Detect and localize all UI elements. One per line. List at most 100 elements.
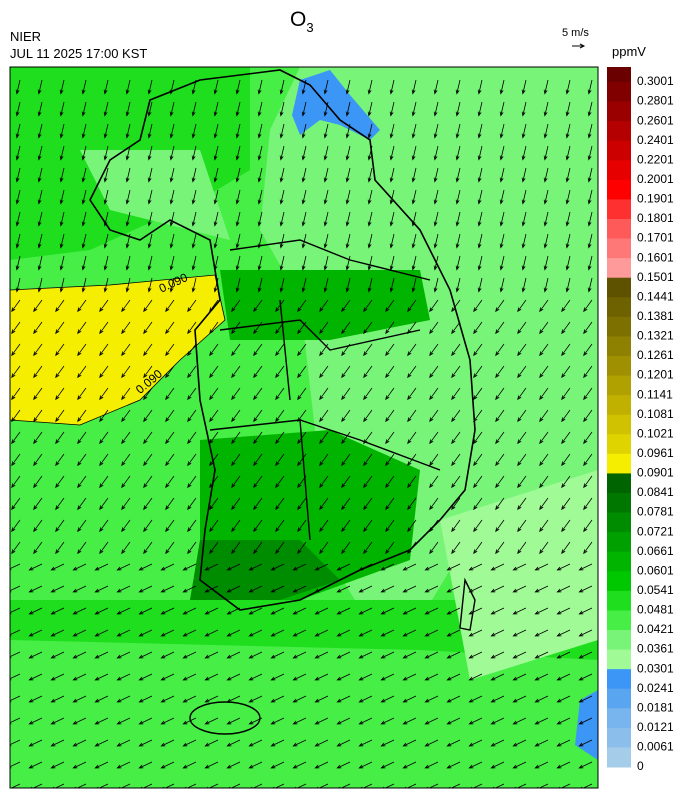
wind-arrow (15, 145, 21, 161)
datetime: JUL 11 2025 17:00 KST (10, 46, 147, 61)
wind-arrow (323, 123, 329, 139)
wind-arrow (15, 79, 21, 95)
wind-arrow (345, 145, 351, 161)
colorbar-label: 0.0061 (637, 740, 674, 754)
wind-arrow (539, 343, 549, 357)
wind-arrow (226, 695, 241, 703)
wind-arrow (534, 761, 549, 769)
wind-arrow (270, 607, 285, 615)
wind-arrow (358, 629, 373, 637)
wind-arrow (424, 563, 439, 571)
wind-arrow (407, 299, 417, 313)
wind-arrow (125, 211, 131, 227)
wind-arrow (534, 629, 549, 637)
wind-arrow (477, 101, 483, 117)
wind-arrow (389, 145, 395, 161)
wind-arrow (99, 365, 109, 379)
wind-arrow (517, 343, 527, 357)
wind-arrow (28, 607, 43, 615)
wind-arrow (50, 761, 65, 769)
wind-arrow (165, 321, 175, 335)
wind-arrow (33, 321, 43, 335)
wind-arrow (358, 695, 373, 703)
wind-arrow (99, 431, 109, 445)
wind-arrow (429, 541, 439, 555)
wind-arrow (495, 541, 505, 555)
wind-arrow (451, 519, 461, 533)
wind-arrow (345, 123, 351, 139)
wind-arrow (587, 101, 593, 117)
wind-arrow (121, 541, 131, 555)
wind-arrow (15, 101, 21, 117)
wind-arrow (15, 211, 21, 227)
wind-arrow (121, 497, 131, 511)
wind-arrow (341, 453, 351, 467)
wind-arrow (389, 123, 395, 139)
wind-arrow (182, 563, 197, 571)
wind-arrow (407, 343, 417, 357)
wind-arrow (292, 739, 307, 747)
wind-arrow (451, 475, 461, 489)
wind-arrow (209, 387, 219, 401)
wind-arrow (231, 453, 241, 467)
wind-arrow (385, 497, 395, 511)
wind-arrow (411, 233, 417, 249)
wind-arrow (543, 79, 549, 95)
wind-arrow (191, 123, 197, 139)
wind-arrow (253, 453, 263, 467)
wind-arrow (319, 299, 329, 313)
wind-arrow (319, 519, 329, 533)
wind-arrow (160, 607, 175, 615)
wind-arrow (297, 541, 307, 555)
wind-arrow (477, 79, 483, 95)
wind-arrow (125, 167, 131, 183)
wind-arrow (213, 277, 219, 293)
colorbar-label: 0.1201 (637, 368, 674, 382)
colorbar-swatch (607, 160, 631, 181)
wind-arrow (534, 607, 549, 615)
colorbar-swatch (607, 708, 631, 729)
wind-arrow (275, 497, 285, 511)
wind-arrow (473, 431, 483, 445)
wind-arrow (226, 629, 241, 637)
wind-arrow (468, 629, 483, 637)
wind-arrow (187, 497, 197, 511)
wind-arrow (50, 739, 65, 747)
wind-arrow (385, 475, 395, 489)
wind-arrow (521, 189, 527, 205)
wind-arrow (539, 409, 549, 423)
wind-arrow (336, 695, 351, 703)
wind-arrow (556, 695, 571, 703)
colorbar-swatch (607, 238, 631, 259)
wind-arrow (385, 343, 395, 357)
wind-arrow (323, 79, 329, 95)
wind-arrow (59, 255, 65, 271)
wind-arrow (429, 475, 439, 489)
colorbar-swatch (607, 336, 631, 357)
wind-arrow (424, 673, 439, 681)
wind-arrow (336, 629, 351, 637)
wind-arrow (33, 453, 43, 467)
wind-arrow (517, 409, 527, 423)
wind-arrow (495, 519, 505, 533)
wind-arrow (367, 167, 373, 183)
wind-arrow (191, 277, 197, 293)
wind-arrow (270, 717, 285, 725)
wind-arrow (319, 453, 329, 467)
wind-arrow (37, 145, 43, 161)
wind-arrow (319, 343, 329, 357)
wind-arrow (490, 651, 505, 659)
wind-arrow (50, 695, 65, 703)
wind-arrow (191, 189, 197, 205)
colorbar-label: 0.0661 (637, 544, 674, 558)
wind-arrow (323, 189, 329, 205)
wind-arrow (499, 167, 505, 183)
wind-arrow (33, 475, 43, 489)
wind-arrow (367, 145, 373, 161)
wind-arrow (204, 629, 219, 637)
wind-arrow (103, 233, 109, 249)
wind-arrow (248, 629, 263, 637)
wind-arrow (37, 233, 43, 249)
wind-arrow (319, 387, 329, 401)
wind-arrow (143, 519, 153, 533)
